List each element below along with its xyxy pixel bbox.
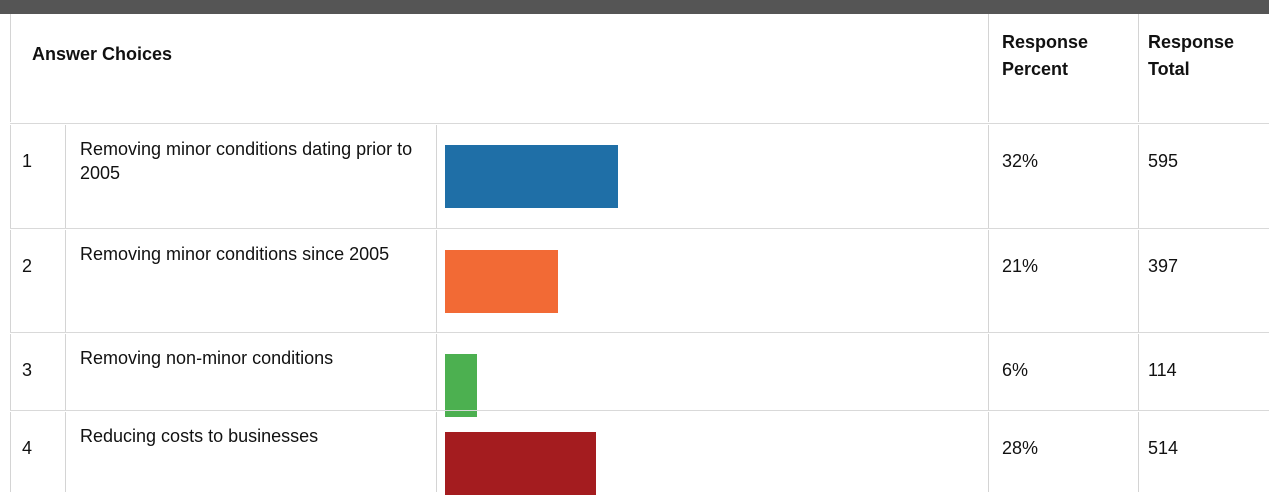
row-index: 1 bbox=[22, 151, 33, 171]
row-border bbox=[10, 228, 1269, 229]
bar bbox=[445, 250, 559, 313]
percent-label: 6% bbox=[1002, 360, 1029, 380]
total-label: 397 bbox=[1148, 256, 1179, 276]
percent-label: 28% bbox=[1002, 438, 1039, 458]
header-answer: Answer Choices bbox=[32, 44, 173, 64]
row-border bbox=[10, 332, 1269, 333]
top-bar bbox=[0, 0, 1269, 14]
row-index: 3 bbox=[22, 360, 33, 380]
cell-border bbox=[10, 230, 11, 332]
cell-border bbox=[988, 412, 989, 492]
cell-border bbox=[988, 230, 989, 332]
cell-border bbox=[988, 334, 989, 410]
row-border bbox=[10, 410, 1269, 411]
cell-border bbox=[1138, 125, 1139, 228]
row-index: 4 bbox=[22, 438, 33, 458]
header-divider bbox=[988, 14, 989, 122]
cell-border bbox=[1138, 412, 1139, 492]
total-label: 514 bbox=[1148, 438, 1179, 458]
cell-border bbox=[436, 334, 437, 410]
cell-border bbox=[65, 230, 66, 332]
cell-border bbox=[65, 125, 66, 228]
row-index: 2 bbox=[22, 256, 33, 276]
header-percent: Response Percent bbox=[1002, 32, 1089, 79]
choice-label: Removing minor conditions since 2005 bbox=[80, 244, 390, 264]
cell-border bbox=[10, 334, 11, 410]
header-divider bbox=[1138, 14, 1139, 122]
header-total: Response Total bbox=[1148, 32, 1235, 79]
cell-border bbox=[10, 412, 11, 492]
percent-label: 32% bbox=[1002, 151, 1039, 171]
cell-border bbox=[988, 125, 989, 228]
row-border bbox=[10, 123, 1269, 124]
cell-border bbox=[65, 334, 66, 410]
cell-border bbox=[1138, 230, 1139, 332]
cell-border bbox=[1138, 334, 1139, 410]
cell-border bbox=[65, 412, 66, 492]
choice-label: Removing minor conditions dating prior t… bbox=[80, 139, 413, 183]
choice-label: Removing non-minor conditions bbox=[80, 348, 334, 368]
cell-border bbox=[436, 125, 437, 228]
total-label: 114 bbox=[1148, 360, 1177, 380]
cell-border bbox=[436, 230, 437, 332]
bar bbox=[445, 354, 478, 417]
choice-label: Reducing costs to businesses bbox=[80, 426, 319, 446]
bar bbox=[445, 145, 618, 208]
cell-border bbox=[10, 125, 11, 228]
header-row bbox=[10, 14, 1269, 122]
percent-label: 21% bbox=[1002, 256, 1039, 276]
bar bbox=[445, 432, 597, 495]
total-label: 595 bbox=[1148, 151, 1179, 171]
cell-border bbox=[436, 412, 437, 492]
